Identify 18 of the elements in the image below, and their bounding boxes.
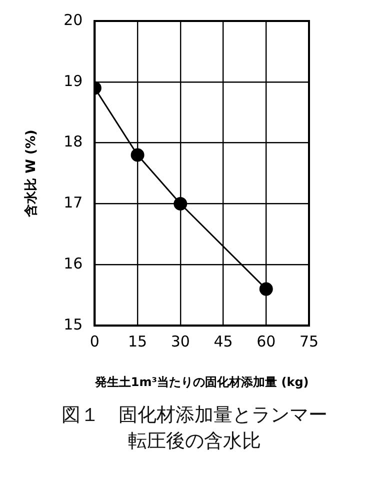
y-tick-label: 19 xyxy=(64,72,83,90)
y-tick-label: 18 xyxy=(64,132,83,151)
y-tick-label: 16 xyxy=(64,254,83,273)
x-tick-label: 15 xyxy=(128,332,148,350)
y-axis-title: 含水比 W (%) xyxy=(23,130,40,218)
y-tick-label: 15 xyxy=(64,315,83,334)
x-tick-label: 45 xyxy=(214,332,233,350)
y-tick-label: 17 xyxy=(64,194,83,212)
point xyxy=(174,197,188,211)
y-tick-label: 20 xyxy=(64,10,83,29)
x-tick-label: 60 xyxy=(256,332,276,350)
x-tick-label: 30 xyxy=(170,332,190,350)
point xyxy=(130,148,144,162)
x-axis-title: 発生土1m³当たりの固化材添加量 (kg) xyxy=(94,374,309,389)
point xyxy=(259,282,273,296)
text: 図１ 固化材添加量とランマー転圧後の含水比 xyxy=(60,403,328,454)
x-tick-label: 75 xyxy=(299,332,319,350)
x-tick-label: 0 xyxy=(90,332,100,350)
